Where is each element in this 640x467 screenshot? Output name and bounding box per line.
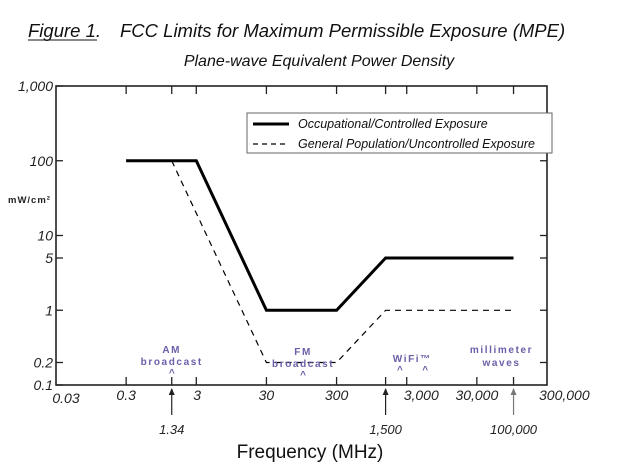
x-tick-label: 3 xyxy=(193,387,201,403)
band-caret: ^ xyxy=(397,365,403,376)
y-tick-label: 0.2 xyxy=(34,354,54,370)
y-tick-label: 10 xyxy=(37,228,53,244)
x-tick-label: 30 xyxy=(259,387,275,403)
legend: Occupational/Controlled Exposure General… xyxy=(246,112,553,154)
x-axis-label: Frequency (MHz) xyxy=(237,442,384,463)
figure-label: Figure 1. xyxy=(28,20,101,41)
band-caret: ^ xyxy=(300,370,306,381)
x-tick-label: 0.3 xyxy=(116,387,136,403)
y-tick-label: 5 xyxy=(45,250,53,266)
legend-box xyxy=(246,112,553,154)
band-annotation-label: broadcast xyxy=(141,357,203,368)
y-tick-label: 0.1 xyxy=(34,377,53,393)
y-tick-label: 100 xyxy=(30,153,54,169)
band-caret: ^ xyxy=(422,365,428,376)
band-annotation-label: WiFi™ xyxy=(393,354,432,365)
frequency-marker-arrowhead xyxy=(168,388,175,395)
frequency-marker-arrowhead xyxy=(382,388,389,395)
band-caret: ^ xyxy=(169,368,175,379)
band-annotation-label: FM xyxy=(294,347,312,358)
frequency-marker-arrowhead xyxy=(510,388,517,395)
chart-subtitle: Plane-wave Equivalent Power Density xyxy=(184,53,455,70)
legend-label-occupational: Occupational/Controlled Exposure xyxy=(298,117,488,131)
band-annotation-label: waves xyxy=(482,358,521,369)
band-annotation-label: broadcast xyxy=(272,359,334,370)
band-annotation-label: millimeter xyxy=(470,345,533,356)
y-tick-label: 1 xyxy=(45,302,53,318)
y-axis-label: mW/cm² xyxy=(8,195,51,206)
x-tick-label: 300,000 xyxy=(539,387,590,403)
frequency-marker-label: 1.34 xyxy=(159,422,184,437)
y-tick-label: 1,000 xyxy=(18,78,53,94)
frequency-marker-label: 1,500 xyxy=(369,422,402,437)
x-tick-label: 300 xyxy=(325,387,349,403)
band-annotation-label: AM xyxy=(162,345,181,356)
x-tick-label: 30,000 xyxy=(455,387,498,403)
frequency-marker-label: 100,000 xyxy=(490,422,538,437)
legend-label-general: General Population/Uncontrolled Exposure xyxy=(298,137,535,151)
series-general-population-line xyxy=(171,160,514,364)
series-occupational-line xyxy=(126,159,514,312)
x-tick-label: 0.03 xyxy=(52,390,79,406)
x-tick-label: 3,000 xyxy=(404,387,439,403)
chart-title: FCC Limits for Maximum Permissible Expos… xyxy=(120,20,565,41)
